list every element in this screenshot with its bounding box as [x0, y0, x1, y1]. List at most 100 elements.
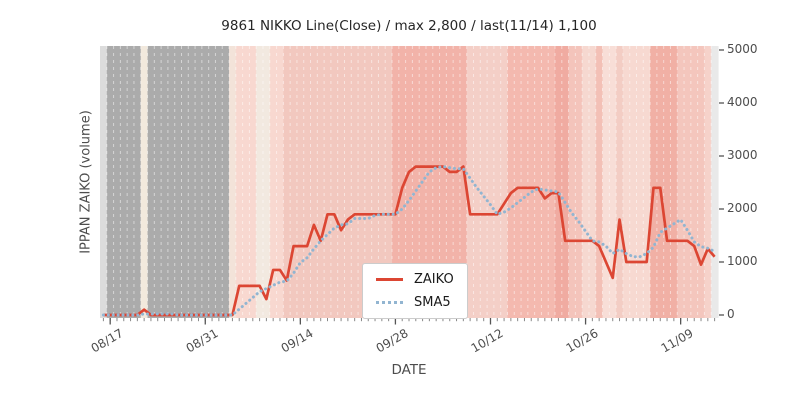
day-band: [344, 46, 352, 318]
day-band: [371, 46, 380, 318]
day-band: [527, 46, 536, 318]
day-band: [697, 46, 706, 318]
day-band: [351, 46, 359, 318]
day-band: [113, 46, 121, 318]
day-band: [656, 46, 665, 318]
y-tick-label: 0: [727, 307, 735, 321]
day-band: [507, 46, 515, 318]
day-band: [229, 46, 237, 318]
sma5-line-swatch: [376, 301, 403, 304]
day-band: [473, 46, 481, 318]
day-band: [622, 46, 631, 318]
day-band: [459, 46, 468, 318]
day-band: [235, 46, 244, 318]
day-band: [127, 46, 135, 318]
day-band: [453, 46, 461, 318]
day-band: [140, 46, 149, 318]
legend-label-sma5: SMA5: [414, 295, 451, 310]
day-band: [663, 46, 672, 318]
day-band: [385, 46, 393, 318]
y-tick-label: 2000: [727, 201, 758, 215]
day-band: [588, 46, 597, 318]
day-band: [262, 46, 271, 318]
day-band: [582, 46, 590, 318]
day-band: [181, 46, 189, 318]
day-band: [310, 46, 318, 318]
day-band: [629, 46, 638, 318]
x-axis-label: DATE: [391, 362, 427, 378]
day-band: [256, 46, 264, 318]
day-band: [432, 46, 441, 318]
day-band: [317, 46, 325, 318]
day-band: [643, 46, 651, 318]
day-band: [711, 46, 719, 318]
day-band: [364, 46, 373, 318]
day-band: [290, 46, 298, 318]
day-band: [405, 46, 413, 318]
day-band: [446, 46, 454, 318]
day-band: [568, 46, 576, 318]
day-band: [636, 46, 644, 318]
day-band: [575, 46, 583, 318]
day-band: [174, 46, 183, 318]
day-band: [100, 46, 108, 318]
day-band: [514, 46, 522, 318]
day-band: [548, 46, 556, 318]
day-band: [195, 46, 203, 318]
day-band: [602, 46, 610, 318]
day-band: [595, 46, 604, 318]
day-band: [133, 46, 142, 318]
legend-item-zaiko: ZAIKO: [376, 272, 454, 287]
day-band: [208, 46, 217, 318]
day-band: [650, 46, 658, 318]
day-band: [249, 46, 257, 318]
day-band: [555, 46, 563, 318]
chart-title: 9861 NIKKO Line(Close) / max 2,800 / las…: [221, 18, 597, 34]
day-band: [242, 46, 251, 318]
day-band: [106, 46, 115, 318]
day-band: [500, 46, 509, 318]
day-band: [609, 46, 617, 318]
day-band: [147, 46, 155, 318]
day-band: [296, 46, 305, 318]
day-band: [330, 46, 339, 318]
day-band: [337, 46, 346, 318]
day-band: [616, 46, 624, 318]
y-tick-label: 1000: [727, 254, 758, 268]
day-band: [684, 46, 692, 318]
day-band: [154, 46, 162, 318]
day-band: [466, 46, 475, 318]
y-tick-label: 4000: [727, 95, 758, 109]
day-band: [283, 46, 291, 318]
day-band: [561, 46, 570, 318]
day-band: [521, 46, 529, 318]
day-band: [276, 46, 284, 318]
day-band: [324, 46, 332, 318]
day-band: [188, 46, 196, 318]
day-band: [269, 46, 278, 318]
day-band: [541, 46, 549, 318]
day-band: [398, 46, 407, 318]
day-band: [161, 46, 169, 318]
day-band: [303, 46, 312, 318]
day-band: [425, 46, 434, 318]
day-band: [534, 46, 543, 318]
legend: ZAIKO SMA5: [362, 263, 468, 319]
day-band: [392, 46, 400, 318]
day-band: [412, 46, 420, 318]
zaiko-line-swatch: [376, 278, 403, 281]
day-band: [487, 46, 495, 318]
day-band: [677, 46, 685, 318]
day-band: [378, 46, 386, 318]
day-band: [215, 46, 223, 318]
day-band: [358, 46, 366, 318]
day-band: [222, 46, 230, 318]
day-band: [690, 46, 699, 318]
y-tick-label: 5000: [727, 42, 758, 56]
day-band: [704, 46, 712, 318]
legend-item-sma5: SMA5: [376, 295, 454, 310]
day-band: [480, 46, 488, 318]
y-tick-label: 3000: [727, 148, 758, 162]
